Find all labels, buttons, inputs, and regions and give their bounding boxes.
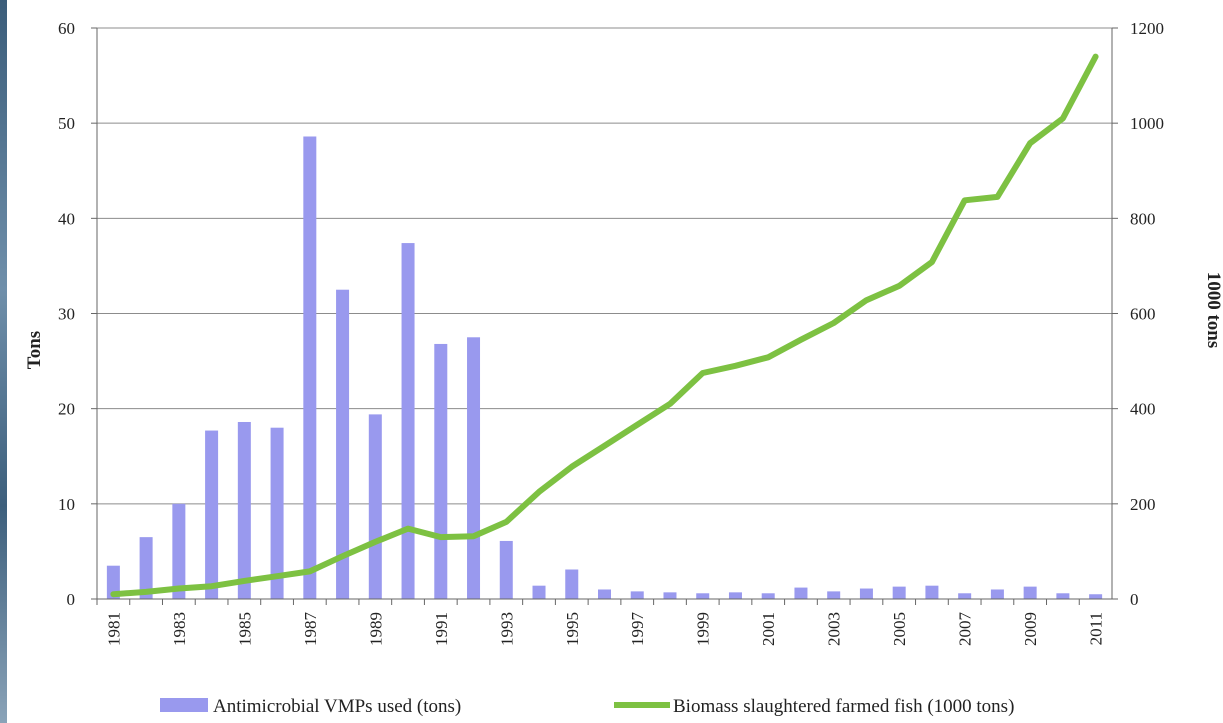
x-ticks: 1981 1983 1985 1987 1989 1991 1993 1995 1997 1999… — [96, 599, 1106, 647]
legend-label-bars: Antimicrobial VMPs used (tons) — [213, 696, 461, 717]
left-y-tick-label: 30 — [58, 305, 75, 324]
left-y-tick-label: 60 — [58, 19, 75, 38]
x-tick-label: 2003 — [825, 612, 844, 646]
line-series — [110, 53, 1099, 598]
left-y-tick-label: 40 — [58, 209, 75, 228]
right-y-tick-label: 600 — [1130, 305, 1156, 324]
bar — [1056, 593, 1070, 599]
x-tick-label: 1985 — [235, 612, 254, 646]
bar — [499, 540, 513, 599]
bar — [303, 136, 317, 600]
bar — [598, 589, 611, 599]
left-edge-strip — [0, 0, 7, 723]
right-y-tick-label: 200 — [1130, 495, 1156, 514]
bar — [467, 337, 481, 599]
legend-label-line: Biomass slaughtered farmed fish (1000 to… — [673, 696, 1014, 717]
bar — [859, 588, 873, 599]
bar — [1023, 586, 1037, 599]
right-y-tick-label: 800 — [1130, 209, 1156, 228]
bar — [1089, 594, 1103, 599]
bar — [172, 503, 186, 599]
bar — [205, 430, 219, 599]
bar — [761, 593, 775, 599]
bar — [106, 565, 120, 599]
x-tick-label: 1981 — [104, 612, 123, 646]
bar — [270, 427, 284, 599]
left-y-tick-label: 0 — [67, 590, 76, 609]
x-tick-label: 1983 — [170, 612, 189, 646]
left-y-tick-label: 10 — [58, 495, 75, 514]
bar — [663, 592, 677, 599]
left-y-tick-label: 20 — [58, 400, 75, 419]
bar — [532, 585, 546, 599]
legend-swatch-bars — [160, 698, 208, 712]
x-tick-label: 1997 — [628, 612, 647, 647]
bar — [237, 421, 251, 599]
bar — [696, 593, 710, 599]
bar — [728, 592, 742, 599]
bar — [892, 586, 906, 599]
x-tick-label: 2001 — [759, 612, 778, 646]
x-tick-label: 1999 — [694, 612, 713, 646]
bar — [794, 587, 808, 599]
x-tick-label: 1991 — [432, 612, 451, 646]
left-y-ticks: 0 10 20 30 40 50 60 — [58, 19, 97, 609]
bar — [925, 585, 939, 599]
x-tick-label: 2005 — [890, 612, 909, 646]
bar — [434, 343, 448, 599]
bar-series — [106, 136, 1103, 600]
legend: Antimicrobial VMPs used (tons) Biomass s… — [160, 696, 1014, 717]
left-y-tick-label: 50 — [58, 114, 75, 133]
x-tick-label: 2009 — [1021, 612, 1040, 646]
x-tick-label: 1987 — [301, 612, 320, 647]
x-tick-label: 2007 — [956, 612, 975, 647]
left-y-axis-title: Tons — [24, 331, 45, 369]
bar — [990, 589, 1004, 599]
x-tick-label: 1995 — [563, 612, 582, 646]
bar — [368, 414, 382, 599]
bar — [958, 593, 972, 599]
right-y-tick-label: 1200 — [1130, 19, 1164, 38]
right-y-tick-label: 0 — [1130, 590, 1139, 609]
right-y-tick-label: 400 — [1130, 400, 1156, 419]
x-tick-label: 2011 — [1087, 612, 1106, 645]
bar — [630, 591, 644, 599]
x-tick-label: 1993 — [497, 612, 516, 646]
biomass-line — [110, 53, 1099, 598]
right-y-ticks: 0 200 400 600 800 1000 1200 — [1112, 19, 1164, 609]
bar — [336, 289, 350, 599]
x-tick-label: 1989 — [366, 612, 385, 646]
bar — [565, 569, 579, 599]
bar — [401, 243, 415, 599]
right-y-axis-title: 1000 tons — [1203, 272, 1223, 349]
bar — [827, 591, 841, 599]
gridlines — [97, 27, 1112, 505]
right-y-tick-label: 1000 — [1130, 114, 1164, 133]
bar — [139, 537, 153, 599]
